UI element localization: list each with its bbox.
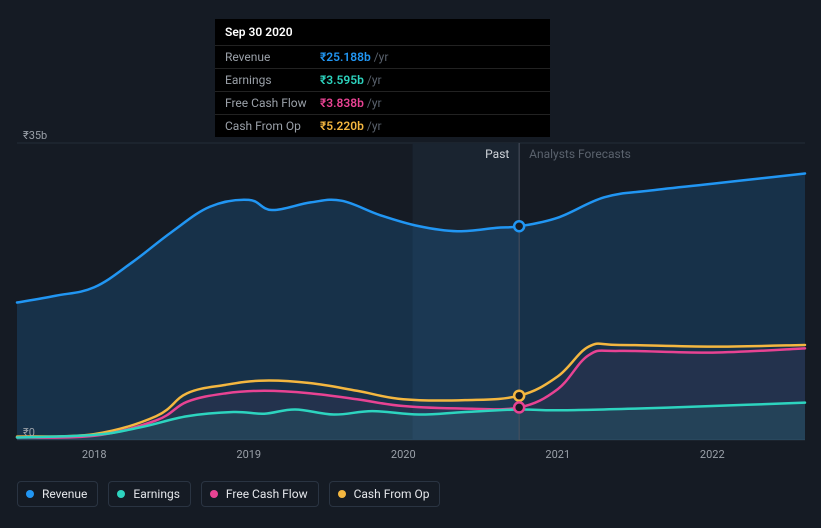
- x-axis-label: 2020: [391, 448, 416, 461]
- legend-dot-icon: [117, 490, 125, 498]
- section-label-forecast: Analysts Forecasts: [529, 147, 631, 161]
- legend: Revenue Earnings Free Cash Flow Cash From O…: [17, 481, 440, 507]
- legend-dot-icon: [338, 490, 346, 498]
- tooltip-row: Earnings₹3.595b/yr: [215, 69, 550, 92]
- section-label-past: Past: [485, 147, 509, 161]
- legend-dot-icon: [26, 490, 34, 498]
- x-axis-label: 2018: [82, 448, 107, 461]
- tooltip-value: ₹3.595b: [320, 73, 364, 87]
- tooltip-unit: /yr: [367, 73, 382, 87]
- legend-dot-icon: [210, 490, 218, 498]
- x-axis-label: 2019: [236, 448, 261, 461]
- legend-item-free_cash_flow[interactable]: Free Cash Flow: [201, 481, 319, 507]
- tooltip-label: Cash From Op: [225, 119, 320, 133]
- tooltip-row: Free Cash Flow₹3.838b/yr: [215, 92, 550, 115]
- tooltip-unit: /yr: [374, 50, 389, 64]
- tooltip-row: Cash From Op₹5.220b/yr: [215, 115, 550, 137]
- tooltip-label: Free Cash Flow: [225, 96, 320, 110]
- tooltip-unit: /yr: [367, 119, 382, 133]
- tooltip-row: Revenue₹25.188b/yr: [215, 46, 550, 69]
- tooltip-label: Earnings: [225, 73, 320, 87]
- y-axis-label: ₹0: [23, 426, 35, 439]
- x-axis-label: 2022: [700, 448, 725, 461]
- legend-label: Cash From Op: [354, 487, 430, 501]
- tooltip-label: Revenue: [225, 50, 320, 64]
- legend-label: Earnings: [133, 487, 180, 501]
- legend-label: Free Cash Flow: [226, 487, 308, 501]
- tooltip-unit: /yr: [367, 96, 382, 110]
- legend-item-earnings[interactable]: Earnings: [108, 481, 191, 507]
- y-axis-label: ₹35b: [23, 129, 47, 142]
- x-axis-label: 2021: [545, 448, 570, 461]
- tooltip-value: ₹5.220b: [320, 119, 364, 133]
- tooltip-value: ₹3.838b: [320, 96, 364, 110]
- legend-item-revenue[interactable]: Revenue: [17, 481, 98, 507]
- legend-label: Revenue: [42, 487, 87, 501]
- legend-item-cash_from_op[interactable]: Cash From Op: [329, 481, 441, 507]
- tooltip-date: Sep 30 2020: [215, 19, 550, 46]
- hover-tooltip: Sep 30 2020 Revenue₹25.188b/yrEarnings₹3…: [215, 19, 550, 137]
- tooltip-value: ₹25.188b: [320, 50, 371, 64]
